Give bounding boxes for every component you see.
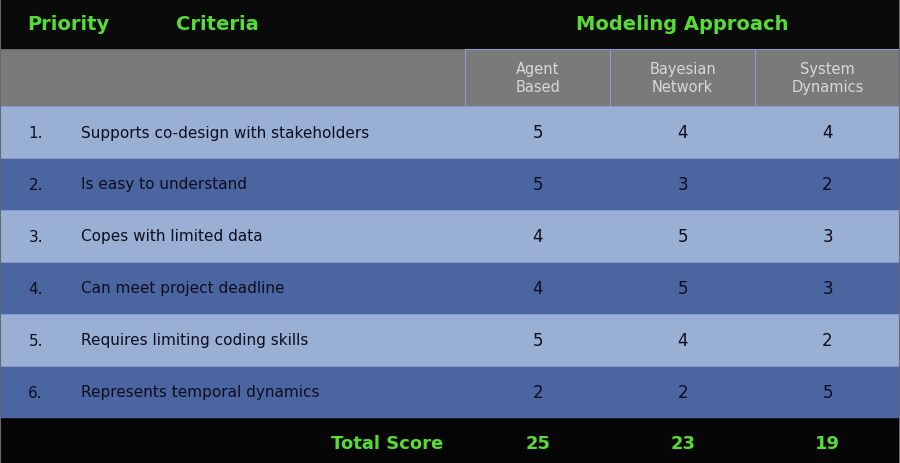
Text: Priority: Priority bbox=[27, 15, 109, 34]
Text: Can meet project deadline: Can meet project deadline bbox=[81, 281, 284, 296]
Text: 2: 2 bbox=[823, 175, 832, 194]
Text: 2: 2 bbox=[533, 383, 543, 401]
Bar bbox=[0, 50, 465, 107]
Text: 5: 5 bbox=[533, 175, 543, 194]
Text: 4: 4 bbox=[678, 332, 688, 349]
Text: 4: 4 bbox=[533, 227, 543, 245]
Text: 1.: 1. bbox=[29, 125, 43, 140]
Text: 5.: 5. bbox=[29, 333, 43, 348]
Text: 5: 5 bbox=[678, 279, 688, 297]
Text: 4: 4 bbox=[823, 124, 832, 142]
Text: Copes with limited data: Copes with limited data bbox=[81, 229, 263, 244]
Text: 3: 3 bbox=[823, 279, 832, 297]
Bar bbox=[0, 263, 900, 314]
Text: 4: 4 bbox=[533, 279, 543, 297]
Text: 3.: 3. bbox=[28, 229, 43, 244]
Bar bbox=[755, 50, 900, 107]
Text: 3: 3 bbox=[678, 175, 688, 194]
Bar bbox=[0, 314, 900, 366]
Text: 2.: 2. bbox=[29, 177, 43, 192]
Text: Requires limiting coding skills: Requires limiting coding skills bbox=[81, 333, 309, 348]
Text: Supports co-design with stakeholders: Supports co-design with stakeholders bbox=[81, 125, 369, 140]
Text: Bayesian
Network: Bayesian Network bbox=[649, 62, 716, 94]
Text: 23: 23 bbox=[670, 434, 695, 452]
Bar bbox=[610, 50, 755, 107]
Text: System
Dynamics: System Dynamics bbox=[791, 62, 864, 94]
Text: 4.: 4. bbox=[29, 281, 43, 296]
Text: Total Score: Total Score bbox=[330, 434, 443, 452]
Text: 25: 25 bbox=[526, 434, 550, 452]
Text: 5: 5 bbox=[533, 124, 543, 142]
Bar bbox=[465, 50, 610, 107]
Text: 5: 5 bbox=[823, 383, 832, 401]
Bar bbox=[0, 418, 900, 463]
Text: 2: 2 bbox=[823, 332, 832, 349]
Bar bbox=[0, 159, 900, 211]
Bar bbox=[0, 107, 900, 159]
Text: 5: 5 bbox=[678, 227, 688, 245]
Text: Represents temporal dynamics: Represents temporal dynamics bbox=[81, 385, 320, 400]
Text: 5: 5 bbox=[533, 332, 543, 349]
Bar bbox=[0, 366, 900, 418]
Text: 19: 19 bbox=[815, 434, 840, 452]
Text: Is easy to understand: Is easy to understand bbox=[81, 177, 247, 192]
Text: 6.: 6. bbox=[28, 385, 43, 400]
Bar bbox=[0, 0, 900, 50]
Text: Criteria: Criteria bbox=[176, 15, 258, 34]
Text: 4: 4 bbox=[678, 124, 688, 142]
Text: Agent
Based: Agent Based bbox=[516, 62, 560, 94]
Text: 3: 3 bbox=[823, 227, 832, 245]
Text: 2: 2 bbox=[678, 383, 688, 401]
Bar bbox=[0, 211, 900, 263]
Text: Modeling Approach: Modeling Approach bbox=[576, 15, 789, 34]
